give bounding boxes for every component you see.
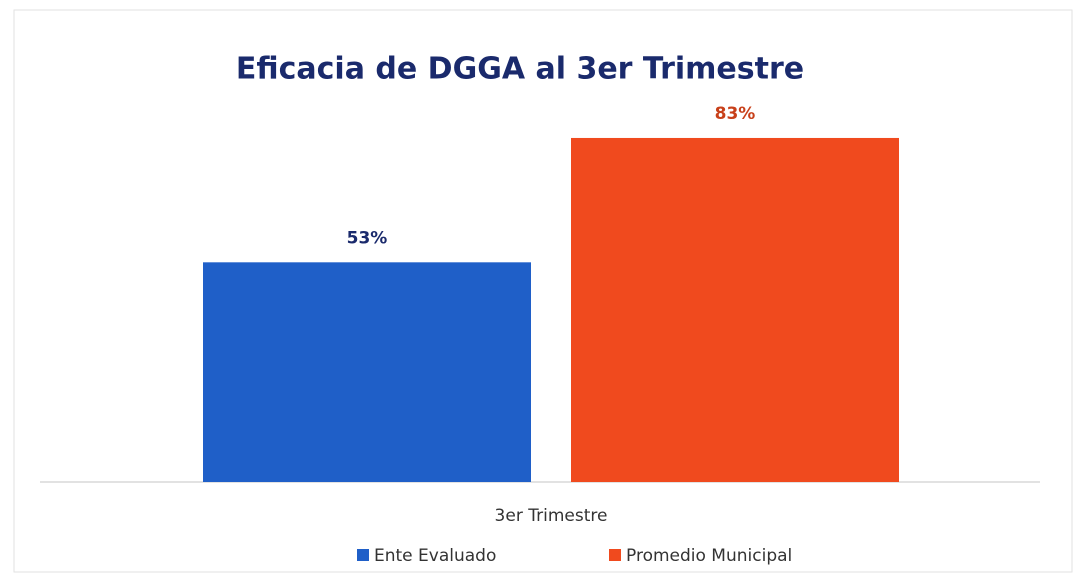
data-label: 53%: [347, 228, 388, 248]
bar: [203, 262, 531, 482]
data-label: 83%: [715, 104, 756, 124]
legend-label: Ente Evaluado: [374, 546, 496, 566]
chart-frame: [13, 9, 1073, 573]
bar: [571, 137, 899, 482]
legend-label: Promedio Municipal: [626, 546, 792, 566]
chart-title: Eficacia de DGGA al 3er Trimestre: [236, 52, 804, 87]
legend-swatch: [357, 549, 369, 561]
x-tick-label: 3er Trimestre: [495, 506, 608, 526]
legend-swatch: [609, 549, 621, 561]
